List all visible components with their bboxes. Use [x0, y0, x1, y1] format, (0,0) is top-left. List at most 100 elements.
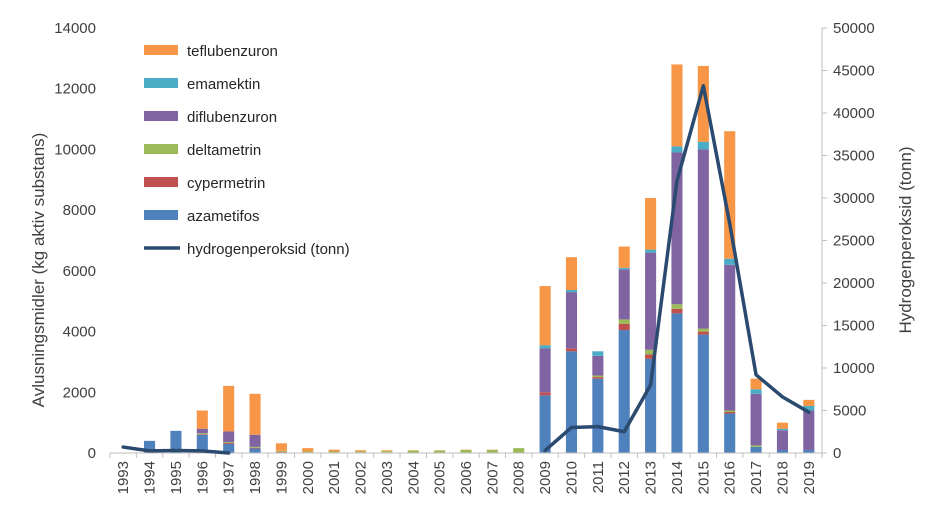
legend-swatch-diflubenzuron — [144, 111, 178, 121]
x-tick-label-2017: 2017 — [748, 461, 765, 494]
y-tick-left-2000: 2000 — [63, 384, 96, 401]
x-tick-label-2004: 2004 — [405, 461, 422, 494]
x-tick-label-2005: 2005 — [432, 461, 449, 494]
bar-deltametrin-2007 — [486, 449, 498, 453]
x-tick-label-2002: 2002 — [353, 461, 370, 494]
bar-diflubenzuron-2019 — [803, 410, 815, 450]
bar-azametifos-2012 — [618, 330, 630, 453]
y-tick-left-0: 0 — [88, 445, 96, 462]
legend-label-emamektin: emamektin — [187, 76, 260, 93]
bar-teflubenzuron-2018 — [776, 422, 788, 429]
legend-label-hydrogenperoksid: hydrogenperoksid (tonn) — [187, 241, 350, 258]
y-axis-title-left: Avlusningsmidler (kg aktiv substans) — [29, 133, 48, 408]
bar-diflubenzuron-2010 — [565, 292, 578, 349]
y-tick-right-40000: 40000 — [833, 105, 875, 122]
bar-layer — [144, 64, 815, 454]
bar-deltametrin-2001 — [328, 451, 340, 453]
x-tick-label-2014: 2014 — [669, 461, 686, 494]
bar-diflubenzuron-2018 — [776, 430, 788, 450]
bar-emamektin-2014 — [671, 146, 683, 153]
bar-teflubenzuron-1996 — [196, 410, 208, 429]
x-tick-label-2007: 2007 — [484, 461, 501, 494]
bar-emamektin-2013 — [645, 249, 657, 253]
bar-teflubenzuron-1998 — [249, 393, 261, 435]
x-tick-label-2008: 2008 — [511, 461, 528, 494]
x-tick-label-2006: 2006 — [458, 461, 475, 494]
bar-cypermetrin-1999 — [275, 451, 287, 453]
bar-diflubenzuron-1998 — [249, 434, 261, 447]
y-tick-right-0: 0 — [833, 445, 841, 462]
x-tick-label-2000: 2000 — [300, 461, 317, 494]
y-tick-left-12000: 12000 — [54, 81, 96, 98]
x-tick-label-2018: 2018 — [774, 461, 791, 494]
bar-azametifos-2011 — [592, 378, 604, 454]
bar-teflubenzuron-2001 — [328, 449, 340, 452]
bar-diflubenzuron-2014 — [671, 152, 683, 305]
bar-diflubenzuron-1997 — [223, 431, 235, 443]
bar-deltametrin-2004 — [407, 450, 419, 453]
x-tick-label-1998: 1998 — [247, 461, 264, 494]
bar-azametifos-2017 — [750, 446, 762, 453]
bar-cypermetrin-2016 — [724, 412, 736, 414]
bar-teflubenzuron-1997 — [223, 385, 235, 432]
bar-cypermetrin-2010 — [565, 348, 578, 352]
legend-label-deltametrin: deltametrin — [187, 142, 261, 159]
y-tick-right-15000: 15000 — [833, 318, 875, 335]
y-tick-right-10000: 10000 — [833, 360, 875, 377]
bar-cypermetrin-1998 — [249, 447, 261, 449]
bar-deltametrin-2017 — [750, 445, 762, 447]
bar-azametifos-2015 — [697, 334, 709, 453]
y-tick-right-20000: 20000 — [833, 275, 875, 292]
bar-teflubenzuron-2010 — [565, 257, 578, 290]
bar-deltametrin-2016 — [724, 410, 736, 413]
y-tick-left-8000: 8000 — [63, 202, 96, 219]
bar-teflubenzuron-2019 — [803, 399, 815, 406]
bar-diflubenzuron-2013 — [645, 252, 657, 350]
bar-azametifos-1995 — [170, 430, 182, 453]
y-tick-right-30000: 30000 — [833, 190, 875, 207]
bar-diflubenzuron-1996 — [196, 428, 208, 434]
bar-emamektin-2012 — [618, 267, 630, 270]
x-tick-label-2019: 2019 — [801, 461, 818, 494]
bar-teflubenzuron-2013 — [645, 198, 657, 250]
bar-emamektin-2015 — [697, 141, 709, 150]
bar-cypermetrin-2012 — [618, 323, 630, 331]
bar-emamektin-2016 — [724, 258, 736, 265]
bar-diflubenzuron-2016 — [724, 264, 736, 411]
bar-deltametrin-2015 — [697, 328, 709, 332]
bar-deltametrin-1999 — [275, 450, 287, 452]
bar-diflubenzuron-2009 — [539, 348, 551, 393]
legend-swatch-teflubenzuron — [144, 45, 178, 55]
bar-cypermetrin-2009 — [539, 392, 551, 396]
bar-deltametrin-1998 — [249, 446, 261, 448]
bar-emamektin-2017 — [750, 389, 762, 394]
bar-cypermetrin-1996 — [196, 434, 208, 435]
legend-label-azametifos: azametifos — [187, 208, 260, 225]
bar-cypermetrin-1997 — [223, 442, 235, 444]
bar-teflubenzuron-2017 — [750, 378, 762, 390]
bar-deltametrin-2006 — [460, 449, 472, 453]
x-tick-label-1994: 1994 — [142, 461, 159, 494]
x-tick-label-1999: 1999 — [273, 461, 290, 494]
bar-deltametrin-2005 — [434, 450, 446, 453]
y-tick-right-45000: 45000 — [833, 63, 875, 80]
bar-diflubenzuron-2011 — [592, 355, 604, 376]
y-tick-right-5000: 5000 — [833, 403, 866, 420]
legend-label-cypermetrin: cypermetrin — [187, 175, 265, 192]
x-tick-label-2010: 2010 — [563, 461, 580, 494]
x-tick-label-2003: 2003 — [379, 461, 396, 494]
line-hydrogenperoksid-segment-2 — [543, 84, 811, 453]
y-tick-left-4000: 4000 — [63, 324, 96, 341]
bar-deltametrin-2000 — [302, 451, 314, 453]
bar-teflubenzuron-2009 — [539, 286, 551, 346]
bar-azametifos-2013 — [645, 358, 657, 453]
bar-teflubenzuron-2014 — [671, 64, 683, 147]
bar-teflubenzuron-2003 — [381, 450, 393, 452]
x-tick-label-1993: 1993 — [115, 461, 132, 494]
legend-swatch-deltametrin — [144, 144, 178, 154]
bar-emamektin-2018 — [776, 428, 788, 431]
legend-swatch-azametifos — [144, 210, 178, 220]
bar-azametifos-2014 — [671, 313, 683, 453]
bar-azametifos-2009 — [539, 395, 551, 453]
